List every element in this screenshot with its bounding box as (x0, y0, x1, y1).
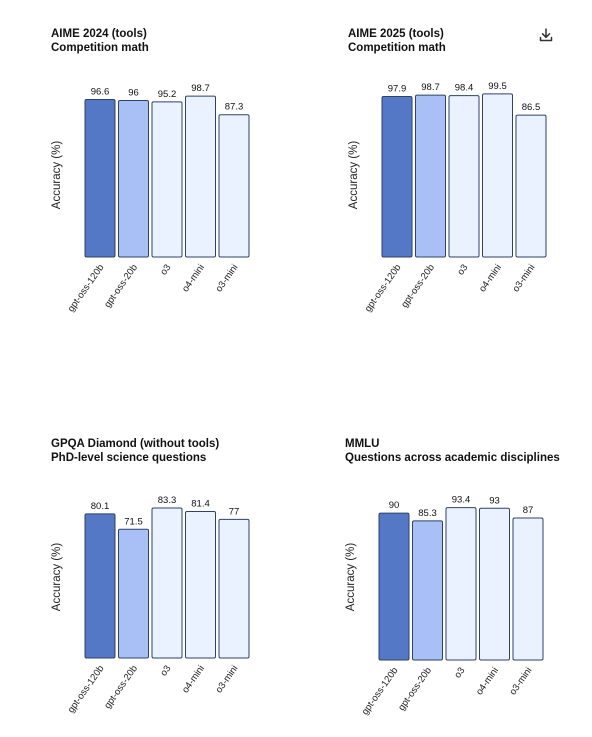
chart-title-block: AIME 2024 (tools) Competition math (51, 27, 149, 55)
x-tick-label: o3-mini (214, 262, 241, 294)
chart-title: GPQA Diamond (without tools) (51, 438, 220, 450)
data-label: 87.3 (225, 102, 244, 113)
chart-subtitle: Competition math (348, 42, 446, 54)
bar-gpt-oss-120b (84, 99, 116, 258)
bar-o4-mini (185, 95, 216, 258)
data-label: 96.6 (91, 87, 110, 98)
chart-title: AIME 2025 (tools) (348, 28, 444, 40)
x-tick-label: o4-mini (180, 262, 207, 294)
chart-title-block: GPQA Diamond (without tools) PhD-level s… (51, 437, 219, 465)
data-label: 98.7 (191, 83, 210, 94)
x-tick-label: gpt-oss-20b (102, 262, 140, 309)
chart-title: AIME 2024 (tools) (51, 28, 147, 40)
chart-title-block: AIME 2025 (tools) Competition math (348, 27, 446, 55)
chart-title: MMLU (345, 438, 380, 450)
bar-o3 (151, 101, 183, 258)
chart-subtitle: Questions across academic disciplines (345, 452, 560, 464)
y-axis-label: Accuracy (%) (51, 141, 63, 210)
data-label: 96 (128, 88, 139, 99)
bar-gpt-oss-20b (118, 100, 149, 258)
download-icon[interactable] (538, 27, 554, 43)
chart-subtitle: PhD-level science questions (51, 452, 207, 464)
bar-o3-mini (218, 114, 250, 258)
data-label: 95.2 (158, 89, 177, 100)
x-tick-label: o3 (158, 262, 173, 277)
x-tick-label: gpt-oss-120b (66, 262, 107, 314)
chart-title-block: MMLU Questions across academic disciplin… (345, 437, 560, 465)
chart-subtitle: Competition math (51, 42, 149, 54)
